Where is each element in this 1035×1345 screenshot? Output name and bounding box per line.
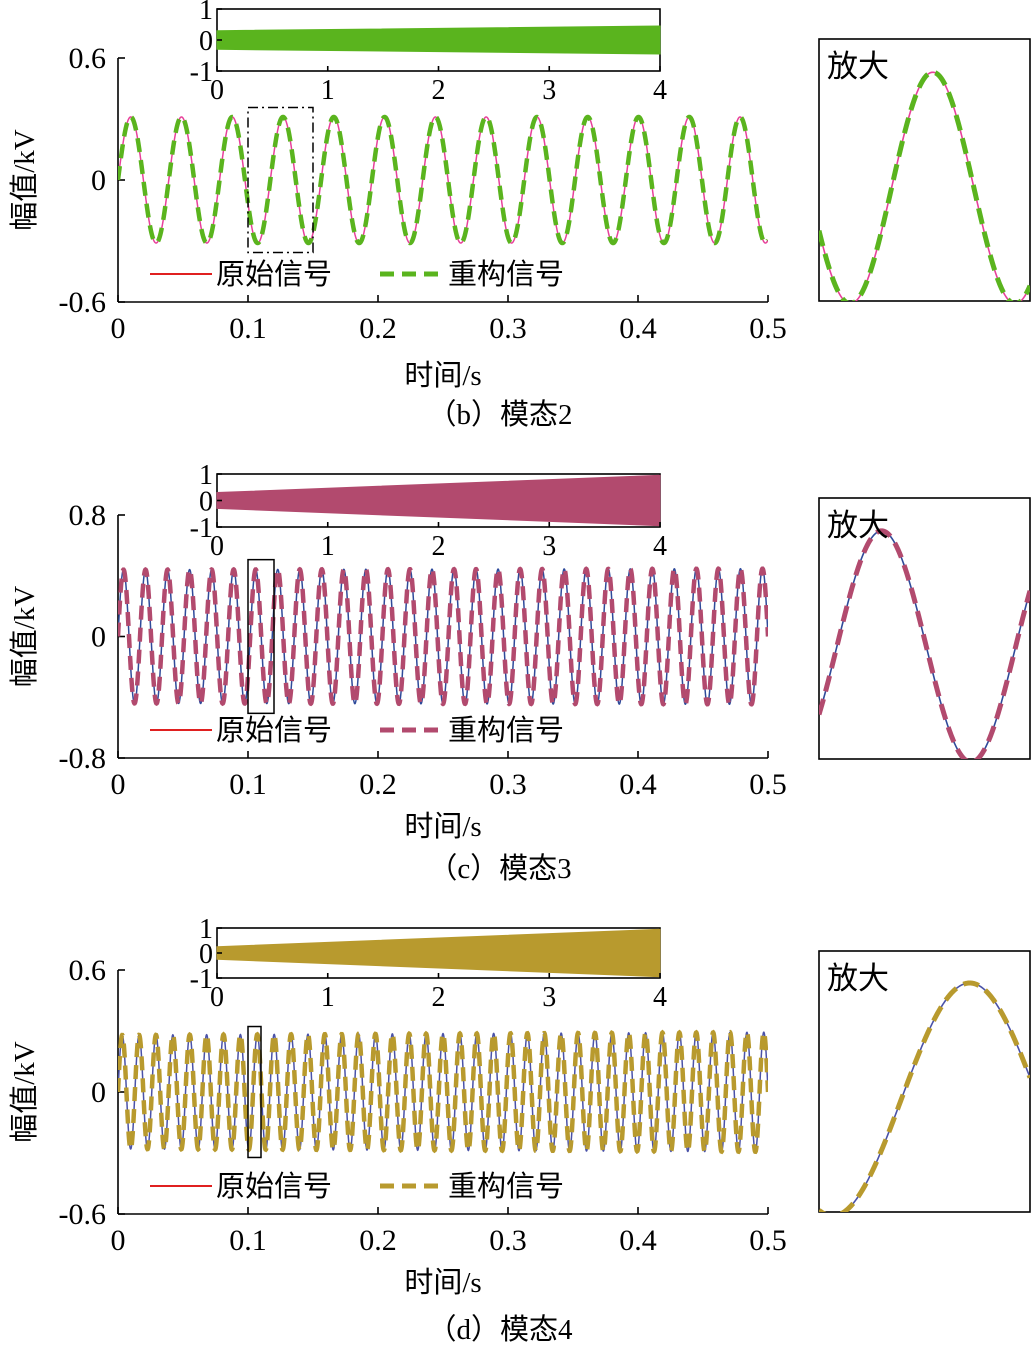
inset-x-tick-label: 0 bbox=[210, 75, 224, 106]
zoom-window-box bbox=[247, 1025, 262, 1159]
x-tick-label: 0.5 bbox=[749, 1224, 787, 1257]
x-tick-label: 0.2 bbox=[359, 768, 397, 801]
inset-y-tick-label: 1 bbox=[199, 460, 213, 491]
inset-y-tick-label: 1 bbox=[199, 914, 213, 945]
inset-x-tick-label: 0 bbox=[210, 531, 224, 562]
x-tick-label: 0.4 bbox=[619, 1224, 657, 1257]
inset-x-tick-label: 2 bbox=[432, 75, 446, 106]
panel-caption: （d）模态4 bbox=[427, 1313, 573, 1345]
y-tick-label: 0 bbox=[91, 164, 106, 197]
inset-x-tick-label: 3 bbox=[542, 75, 556, 106]
inset-x-tick-label: 4 bbox=[653, 75, 667, 106]
y-tick-label: 0.6 bbox=[69, 954, 107, 987]
x-tick-label: 0.3 bbox=[489, 1224, 527, 1257]
x-tick-label: 0.2 bbox=[359, 312, 397, 345]
zoom-window-box bbox=[247, 558, 275, 715]
zoom-label: 放大 bbox=[827, 49, 889, 84]
y-tick-label: -0.6 bbox=[59, 286, 107, 319]
y-axis-label: 幅值/kV bbox=[8, 1041, 41, 1143]
x-tick-label: 0 bbox=[111, 768, 126, 801]
inset-x-tick-label: 0 bbox=[210, 982, 224, 1013]
x-tick-label: 0 bbox=[111, 1224, 126, 1257]
y-tick-label: -0.8 bbox=[59, 742, 107, 775]
inset-x-tick-label: 3 bbox=[542, 531, 556, 562]
x-tick-label: 0 bbox=[111, 312, 126, 345]
x-tick-label: 0.5 bbox=[749, 768, 787, 801]
inset-y-tick-label: 1 bbox=[199, 0, 213, 26]
series-reconstructed-line bbox=[118, 1029, 768, 1155]
legend-original-label: 原始信号 bbox=[216, 258, 332, 291]
x-tick-label: 0.1 bbox=[229, 312, 267, 345]
panel-caption: （c）模态3 bbox=[428, 852, 571, 885]
inset-x-tick-label: 4 bbox=[653, 531, 667, 562]
series-reconstructed-line bbox=[118, 566, 768, 707]
zoom-reconstructed-line bbox=[819, 69, 1030, 301]
inset-y-tick-label: -1 bbox=[190, 964, 213, 995]
inset-x-tick-label: 1 bbox=[321, 75, 335, 106]
legend-reconstructed-label: 重构信号 bbox=[448, 1170, 564, 1203]
inset-y-tick-label: 0 bbox=[199, 26, 213, 57]
y-tick-label: 0 bbox=[91, 621, 106, 654]
x-tick-label: 0.1 bbox=[229, 768, 267, 801]
x-tick-label: 0.2 bbox=[359, 1224, 397, 1257]
zoom-frame bbox=[818, 950, 1031, 1213]
inset-x-tick-label: 4 bbox=[653, 982, 667, 1013]
inset-x-tick-label: 3 bbox=[542, 982, 556, 1013]
legend-reconstructed-label: 重构信号 bbox=[448, 258, 564, 291]
inset-x-tick-label: 1 bbox=[321, 982, 335, 1013]
x-tick-label: 0.1 bbox=[229, 1224, 267, 1257]
x-tick-label: 0.4 bbox=[619, 312, 657, 345]
zoom-window-box bbox=[247, 106, 314, 254]
x-tick-label: 0.3 bbox=[489, 768, 527, 801]
zoom-frame bbox=[818, 497, 1031, 760]
inset-y-tick-label: 0 bbox=[199, 487, 213, 518]
inset-y-tick-label: -1 bbox=[190, 57, 213, 88]
y-tick-label: -0.6 bbox=[59, 1198, 107, 1231]
y-tick-label: 0.8 bbox=[69, 499, 107, 532]
inset-x-tick-label: 2 bbox=[432, 531, 446, 562]
y-axis-label: 幅值/kV bbox=[8, 586, 41, 688]
inset-x-tick-label: 2 bbox=[432, 982, 446, 1013]
legend-original-label: 原始信号 bbox=[216, 714, 332, 747]
x-tick-label: 0.3 bbox=[489, 312, 527, 345]
y-axis-label: 幅值/kV bbox=[8, 129, 41, 231]
zoom-reconstructed-line bbox=[819, 528, 1030, 759]
y-tick-label: 0.6 bbox=[69, 42, 107, 75]
panel-caption: （b）模态2 bbox=[427, 398, 572, 431]
x-axis-label: 时间/s bbox=[404, 1266, 481, 1299]
zoom-frame bbox=[818, 38, 1031, 302]
zoom-label: 放大 bbox=[827, 961, 889, 996]
zoom-reconstructed-line bbox=[819, 980, 1030, 1212]
legend-reconstructed-label: 重构信号 bbox=[448, 714, 564, 747]
series-reconstructed-line bbox=[118, 114, 768, 246]
inset-signal-band bbox=[216, 25, 661, 55]
x-tick-label: 0.4 bbox=[619, 768, 657, 801]
inset-y-tick-label: -1 bbox=[190, 513, 213, 544]
inset-x-tick-label: 1 bbox=[321, 531, 335, 562]
x-axis-label: 时间/s bbox=[404, 359, 481, 392]
x-axis-label: 时间/s bbox=[404, 810, 481, 843]
inset-y-tick-label: 0 bbox=[199, 939, 213, 970]
y-tick-label: 0 bbox=[91, 1076, 106, 1109]
legend-original-label: 原始信号 bbox=[216, 1170, 332, 1203]
zoom-label: 放大 bbox=[827, 508, 889, 543]
x-tick-label: 0.5 bbox=[749, 312, 787, 345]
